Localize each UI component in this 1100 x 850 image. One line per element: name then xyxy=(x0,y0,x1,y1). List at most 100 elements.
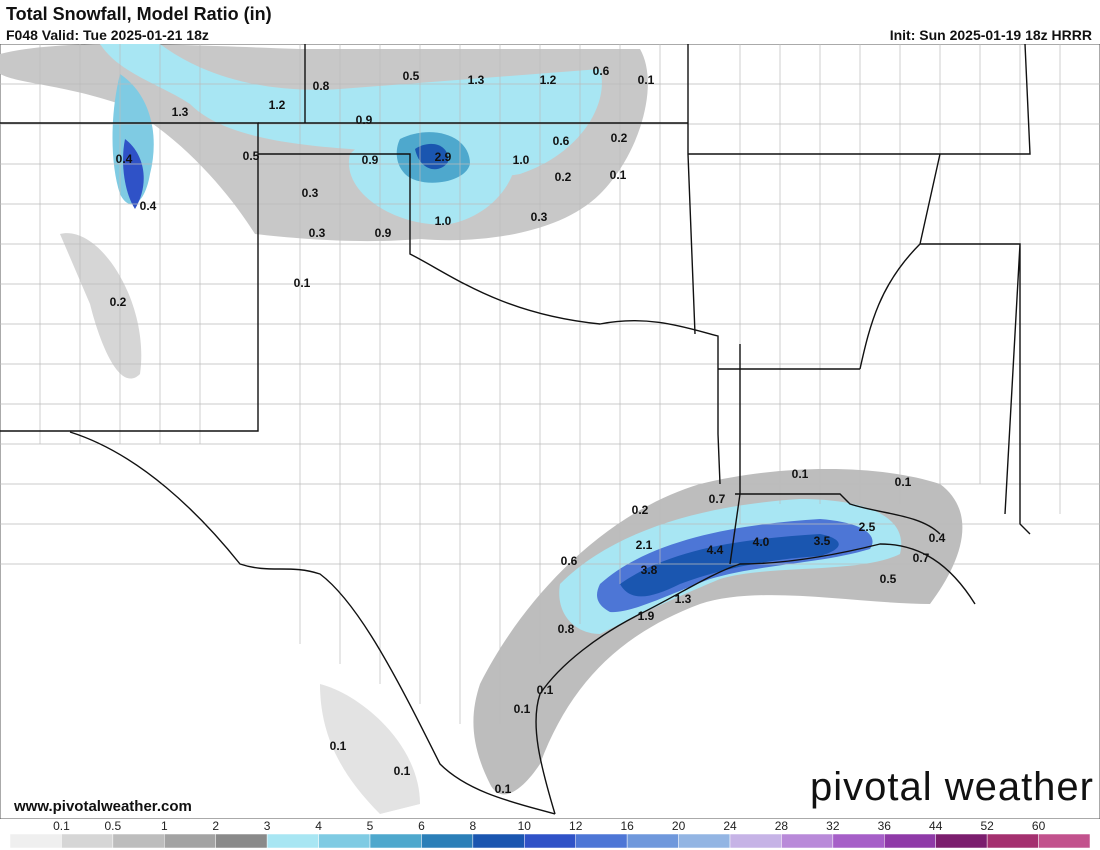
snow-label: 1.2 xyxy=(540,73,557,87)
snow-label: 0.1 xyxy=(514,702,531,716)
snow-label: 0.1 xyxy=(895,475,912,489)
color-tick-label: 0.5 xyxy=(105,819,122,833)
color-swatch xyxy=(575,833,628,849)
color-tick-label: 3 xyxy=(264,819,271,833)
snow-label: 0.9 xyxy=(375,226,392,240)
snow-label: 0.1 xyxy=(330,739,347,753)
snow-label: 1.0 xyxy=(513,153,530,167)
county-lines xyxy=(0,44,1100,724)
snowfall-shading xyxy=(0,44,963,814)
snow-label: 0.2 xyxy=(555,170,572,184)
color-swatch xyxy=(164,833,216,849)
color-tick-label: 36 xyxy=(878,819,892,833)
color-swatch xyxy=(266,833,319,849)
snow-label: 3.5 xyxy=(814,534,831,548)
color-swatch xyxy=(318,833,371,849)
snow-label: 0.1 xyxy=(394,764,411,778)
snow-label: 0.7 xyxy=(709,492,726,506)
color-swatch xyxy=(935,833,988,849)
snow-label: 0.1 xyxy=(495,782,512,796)
logo: pivotal weather xyxy=(809,765,1094,809)
snow-label: 1.3 xyxy=(468,73,485,87)
snow-label: 0.1 xyxy=(294,276,311,290)
map-title: Total Snowfall, Model Ratio (in) xyxy=(6,4,272,24)
color-tick-label: 20 xyxy=(672,819,686,833)
snow-label: 0.2 xyxy=(611,131,628,145)
snow-label: 1.3 xyxy=(675,592,692,606)
snow-label: 4.0 xyxy=(753,535,770,549)
snow-label: 0.9 xyxy=(356,113,373,127)
snow-label: 1.0 xyxy=(435,214,452,228)
snow-label: 1.9 xyxy=(638,609,655,623)
color-swatch xyxy=(421,833,474,849)
color-tick-label: 24 xyxy=(723,819,737,833)
snow-label: 0.1 xyxy=(792,467,809,481)
snow-label: 1.2 xyxy=(269,98,286,112)
init-time: Init: Sun 2025-01-19 18z HRRR xyxy=(889,27,1092,43)
snow-label: 0.5 xyxy=(880,572,897,586)
snow-label: 2.5 xyxy=(859,520,876,534)
color-tick-label: 5 xyxy=(367,819,374,833)
color-tick-label: 4 xyxy=(315,819,322,833)
color-swatch xyxy=(832,833,885,849)
snow-label: 0.1 xyxy=(638,73,655,87)
snow-label: 0.6 xyxy=(561,554,578,568)
snow-label: 0.6 xyxy=(553,134,570,148)
website: www.pivotalweather.com xyxy=(14,798,192,815)
color-tick-label: 6 xyxy=(418,819,425,833)
color-swatch xyxy=(215,833,268,849)
color-tick-label: 60 xyxy=(1032,819,1046,833)
snow-label: 3.8 xyxy=(641,563,658,577)
snow-label: 0.6 xyxy=(593,64,610,78)
snow-label: 0.3 xyxy=(309,226,326,240)
color-tick-label: 0.1 xyxy=(53,819,70,833)
snow-label: 0.4 xyxy=(140,199,157,213)
color-swatch xyxy=(524,833,576,849)
color-tick-label: 12 xyxy=(569,819,583,833)
color-swatch xyxy=(369,833,422,849)
snow-label: 4.4 xyxy=(707,543,724,557)
snow-label: 0.4 xyxy=(116,152,133,166)
snow-label: 2.1 xyxy=(636,538,653,552)
snow-label: 0.4 xyxy=(929,531,946,545)
color-swatch xyxy=(678,833,731,849)
color-tick-label: 2 xyxy=(212,819,219,833)
color-swatch xyxy=(781,833,834,849)
snow-label: 0.3 xyxy=(531,210,548,224)
valid-time: F048 Valid: Tue 2025-01-21 18z xyxy=(6,27,209,43)
color-swatch xyxy=(729,833,782,849)
color-tick-label: 52 xyxy=(980,819,994,833)
color-tick-label: 44 xyxy=(929,819,943,833)
color-tick-label: 10 xyxy=(518,819,532,833)
color-swatch xyxy=(61,833,114,849)
snow-label: 0.8 xyxy=(558,622,575,636)
map: 0.8 0.5 1.3 1.2 0.6 0.1 1.2 1.3 0.9 0.6 0.2 0.4 0.5 0… xyxy=(0,44,1100,819)
color-swatch xyxy=(986,833,1039,849)
color-swatch xyxy=(472,833,525,849)
color-tick-label: 28 xyxy=(775,819,789,833)
color-swatch xyxy=(626,833,679,849)
snow-label: 0.5 xyxy=(243,149,260,163)
color-tick-label: 32 xyxy=(826,819,840,833)
snow-label: 2.9 xyxy=(435,150,452,164)
snow-label: 0.8 xyxy=(313,79,330,93)
color-bar: 0.1 0.5 1 2 3 4 5 6 8 10 12 16 20 24 28 32 36 44 52 60 xyxy=(9,819,1091,849)
snow-label: 0.2 xyxy=(110,295,127,309)
color-swatch xyxy=(112,833,165,849)
snow-label: 0.7 xyxy=(913,551,930,565)
color-tick-label: 16 xyxy=(620,819,634,833)
color-swatch xyxy=(884,833,936,849)
snow-label: 0.5 xyxy=(403,69,420,83)
color-tick-label: 8 xyxy=(470,819,477,833)
point-labels: 0.8 0.5 1.3 1.2 0.6 0.1 1.2 1.3 0.9 0.6 0.2 0.4 0.5 0… xyxy=(110,64,946,796)
snow-label: 0.9 xyxy=(362,153,379,167)
color-tick-label: 1 xyxy=(161,819,168,833)
snow-label: 0.3 xyxy=(302,186,319,200)
snow-label: 1.3 xyxy=(172,105,189,119)
snow-label: 0.1 xyxy=(610,168,627,182)
color-swatch xyxy=(9,833,62,849)
state-borders xyxy=(0,44,1031,815)
snow-label: 0.2 xyxy=(632,503,649,517)
color-swatch xyxy=(1038,833,1091,849)
